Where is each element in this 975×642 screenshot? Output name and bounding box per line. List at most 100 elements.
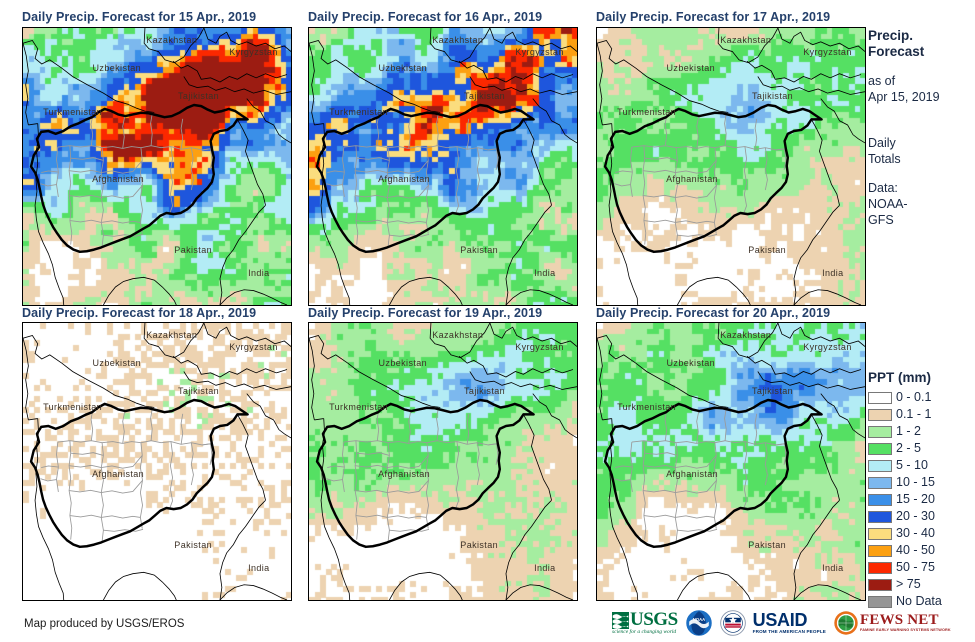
- sidebar-totals-line1: Daily: [868, 136, 896, 150]
- province-boundaries: [326, 113, 499, 247]
- legend-label: > 75: [896, 577, 921, 591]
- map-vector-overlay: [23, 28, 291, 305]
- legend-label: 20 - 30: [896, 509, 935, 523]
- afghanistan-border: [29, 103, 249, 254]
- legend-swatch: [868, 391, 892, 404]
- international-boundaries: [309, 323, 577, 600]
- panel-title-20-apr-2019: Daily Precip. Forecast for 20 Apr., 2019: [596, 306, 831, 320]
- sidebar-asof-label: as of: [868, 74, 896, 88]
- panel-title-19-apr-2019: Daily Precip. Forecast for 19 Apr., 2019: [308, 306, 543, 320]
- noaa-seal-icon: NOAA: [684, 609, 713, 637]
- map-panel-panel-16-apr[interactable]: Kazakhstan Kyrgyzstan Uzbekistan Tajikistan…: [308, 27, 578, 306]
- map-vector-overlay: [597, 28, 865, 305]
- usaid-seal-icon: [719, 610, 746, 636]
- sidebar-info: Precip. Forecast as of Apr 15, 2019 Dail…: [868, 28, 940, 228]
- province-boundaries: [40, 408, 213, 542]
- legend-item-50-75[interactable]: 50 - 75: [868, 559, 942, 576]
- usaid-logo[interactable]: USAID FROM THE AMERICAN PEOPLE: [753, 608, 826, 638]
- svg-text:NOAA: NOAA: [692, 617, 704, 622]
- legend-item--75[interactable]: > 75: [868, 576, 942, 593]
- usgs-tagline: science for a changing world: [612, 629, 677, 635]
- legend-label: 30 - 40: [896, 526, 935, 540]
- legend-item-no-data[interactable]: No Data: [868, 593, 942, 610]
- legend-item-40-50[interactable]: 40 - 50: [868, 542, 942, 559]
- legend-item-2-5[interactable]: 2 - 5: [868, 440, 942, 457]
- usgs-wordmark: USGS: [630, 609, 678, 630]
- legend-swatch: [868, 459, 892, 472]
- legend-swatch: [868, 408, 892, 421]
- legend-label: 40 - 50: [896, 543, 935, 557]
- legend-swatch: [868, 510, 892, 523]
- usgs-logo[interactable]: USGS science for a changing world: [612, 608, 678, 638]
- legend-label: 0.1 - 1: [896, 407, 932, 421]
- legend-label: 2 - 5: [896, 441, 922, 455]
- legend-swatch: [868, 442, 892, 455]
- legend-title: PPT (mm): [868, 370, 932, 385]
- sidebar-asof-date: Apr 15, 2019: [868, 90, 940, 104]
- province-boundaries: [614, 113, 787, 247]
- afghanistan-border: [315, 103, 535, 254]
- fewsnet-logo[interactable]: FEWS NET FAMINE EARLY WARNING SYSTEMS NE…: [833, 608, 951, 638]
- afghanistan-border: [603, 103, 823, 254]
- legend-swatch: [868, 493, 892, 506]
- legend-label: No Data: [896, 594, 942, 608]
- legend-swatch: [868, 544, 892, 557]
- fewsnet-tagline: FAMINE EARLY WARNING SYSTEMS NETWORK: [860, 628, 951, 632]
- legend-label: 50 - 75: [896, 560, 935, 574]
- sidebar-totals-line2: Totals: [868, 152, 901, 166]
- usaid-wordmark: USAID: [752, 609, 808, 630]
- sidebar-data-source-line1: NOAA-: [868, 197, 908, 211]
- map-vector-overlay: [309, 323, 577, 600]
- international-boundaries: [23, 323, 291, 600]
- map-vector-overlay: [309, 28, 577, 305]
- map-panel-panel-17-apr[interactable]: Kazakhstan Kyrgyzstan Uzbekistan Tajikistan…: [596, 27, 866, 306]
- usaid-tagline: FROM THE AMERICAN PEOPLE: [752, 628, 826, 634]
- legend-item-5-10[interactable]: 5 - 10: [868, 457, 942, 474]
- panel-title-15-apr-2019: Daily Precip. Forecast for 15 Apr., 2019: [22, 10, 257, 24]
- legend-item-0-1-1[interactable]: 0.1 - 1: [868, 406, 942, 423]
- legend-label: 5 - 10: [896, 458, 928, 472]
- legend-label: 1 - 2: [896, 424, 922, 438]
- panel-title-18-apr-2019: Daily Precip. Forecast for 18 Apr., 2019: [22, 306, 257, 320]
- legend-label: 15 - 20: [896, 492, 935, 506]
- sidebar-data-source-line2: GFS: [868, 213, 894, 227]
- legend-item-15-20[interactable]: 15 - 20: [868, 491, 942, 508]
- legend-item-10-15[interactable]: 10 - 15: [868, 474, 942, 491]
- map-panel-panel-15-apr[interactable]: Kazakhstan Kyrgyzstan Uzbekistan Tajikistan…: [22, 27, 292, 306]
- logo-bar: USGS science for a changing world NOAA: [612, 608, 951, 638]
- international-boundaries: [23, 28, 291, 305]
- province-boundaries: [40, 113, 213, 247]
- international-boundaries: [597, 28, 865, 305]
- afghanistan-border: [315, 398, 535, 549]
- panel-title-17-apr-2019: Daily Precip. Forecast for 17 Apr., 2019: [596, 10, 831, 24]
- international-boundaries: [309, 28, 577, 305]
- map-vector-overlay: [597, 323, 865, 600]
- afghanistan-border: [603, 398, 823, 549]
- legend-item-1-2[interactable]: 1 - 2: [868, 423, 942, 440]
- legend-item-30-40[interactable]: 30 - 40: [868, 525, 942, 542]
- sidebar-heading-line2: Forecast: [868, 44, 925, 59]
- fewsnet-wordmark: FEWS NET: [860, 612, 939, 628]
- panel-title-16-apr-2019: Daily Precip. Forecast for 16 Apr., 2019: [308, 10, 543, 24]
- map-credit: Map produced by USGS/EROS: [24, 618, 185, 630]
- sidebar-heading-line1: Precip.: [868, 28, 914, 43]
- afghanistan-border: [29, 398, 249, 549]
- legend-item-20-30[interactable]: 20 - 30: [868, 508, 942, 525]
- noaa-logo[interactable]: NOAA: [684, 608, 713, 638]
- legend-label: 10 - 15: [896, 475, 935, 489]
- map-vector-overlay: [23, 323, 291, 600]
- legend-rows: 0 - 0.1 0.1 - 1 1 - 2 2 - 5 5 - 10 10 - 15 15 …: [868, 389, 942, 610]
- legend: PPT (mm) 0 - 0.1 0.1 - 1 1 - 2 2 - 5 5 - 10 1…: [868, 370, 942, 610]
- legend-swatch: [868, 476, 892, 489]
- province-boundaries: [614, 408, 787, 542]
- map-panel-panel-20-apr[interactable]: Kazakhstan Kyrgyzstan Uzbekistan Tajikistan…: [596, 322, 866, 601]
- usaid-seal[interactable]: [719, 608, 746, 638]
- map-panel-panel-18-apr[interactable]: Kazakhstan Kyrgyzstan Uzbekistan Tajikistan…: [22, 322, 292, 601]
- legend-swatch: [868, 578, 892, 591]
- legend-swatch: [868, 561, 892, 574]
- legend-item-0-0-1[interactable]: 0 - 0.1: [868, 389, 942, 406]
- legend-swatch: [868, 595, 892, 608]
- map-panel-panel-19-apr[interactable]: Kazakhstan Kyrgyzstan Uzbekistan Tajikistan…: [308, 322, 578, 601]
- province-boundaries: [326, 408, 499, 542]
